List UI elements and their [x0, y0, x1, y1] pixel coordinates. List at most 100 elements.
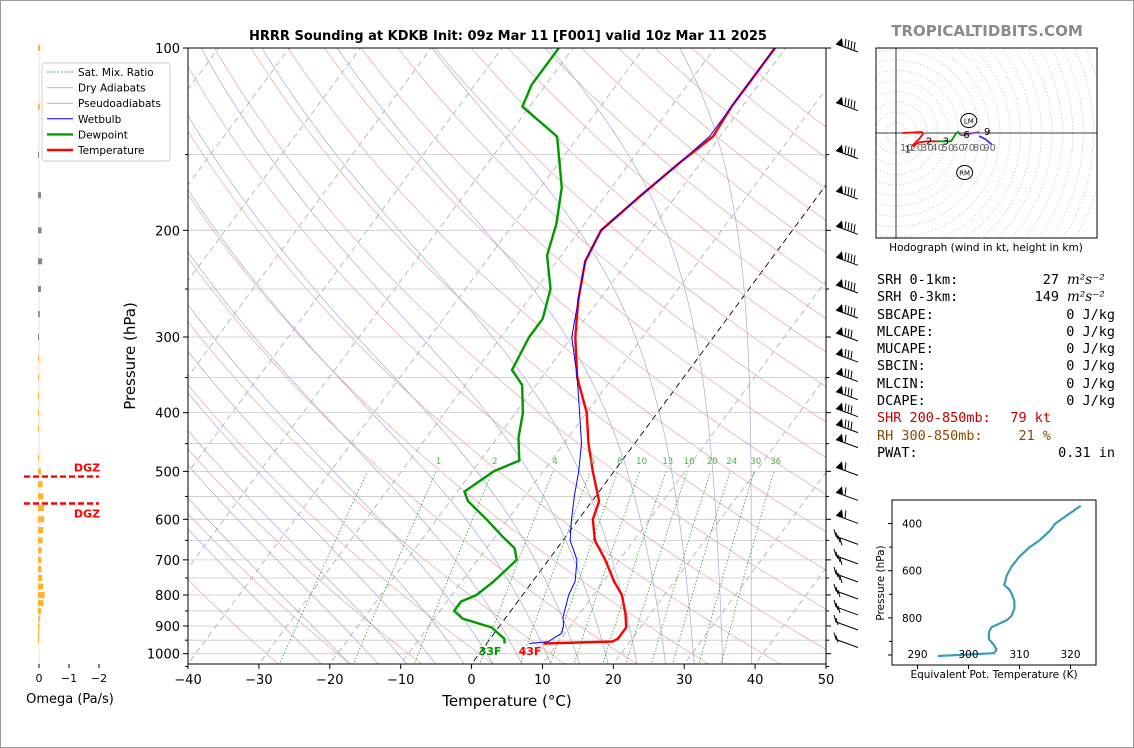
wind-barb-feather	[844, 487, 847, 496]
stat-row: MLCAPE: 0 J/kg	[877, 324, 1127, 341]
wind-barb-pennant	[836, 433, 843, 442]
wind-barb-feather	[844, 510, 847, 519]
wind-barb-feather	[850, 388, 853, 397]
wind-barb-feather	[850, 329, 853, 339]
pseudoadiabat-line	[431, 48, 695, 664]
wind-barb-feather	[847, 187, 850, 196]
wind-barb-staff	[835, 621, 859, 631]
mixing-ratio-line	[625, 471, 688, 664]
wind-barb-feather	[837, 572, 841, 581]
omega-bar	[38, 623, 40, 629]
dry-adiabat-line	[188, 513, 351, 664]
pseudoadiabat-line	[188, 497, 351, 664]
hodograph-trace	[960, 131, 980, 136]
omega-x-tick-label: −1	[61, 672, 77, 685]
wind-barb-feather	[839, 557, 843, 565]
x-tick-label: −40	[174, 673, 201, 688]
wind-barb-feather	[850, 405, 853, 414]
pseudoadiabat-line	[188, 114, 580, 664]
stat-label: SBCIN:	[877, 358, 926, 375]
wind-barb-feather	[844, 186, 847, 195]
wind-barb-staff	[835, 466, 859, 476]
wind-barb-staff	[835, 391, 859, 401]
wind-barb-staff	[835, 573, 859, 583]
wind-barb	[835, 509, 859, 524]
wind-barb-pennant	[836, 461, 843, 470]
wind-barb-feather	[833, 632, 837, 640]
stat-label: SRH 0-1km:	[877, 272, 959, 288]
isotherm-line	[258, 48, 716, 664]
wind-barb-feather	[850, 307, 853, 316]
legend-box	[41, 62, 171, 162]
wind-barb-feather	[833, 614, 837, 623]
stat-value: 79 kt	[1010, 410, 1051, 427]
wind-barb-feather	[844, 368, 847, 377]
mixing-ratio-label: 4	[552, 457, 557, 467]
dry-adiabat-line	[188, 65, 826, 650]
stat-label: SHR 200-850mb:	[877, 410, 991, 427]
wind-barb-feather	[844, 252, 847, 261]
storm-motion-label: RM	[959, 170, 970, 178]
wind-barb-feather	[853, 100, 856, 109]
dry-adiabat-line	[188, 194, 710, 664]
wind-barb-feather	[844, 279, 847, 289]
wind-barb-staff	[835, 491, 859, 501]
wind-barb	[835, 96, 859, 112]
wind-barb-feather	[850, 223, 853, 232]
wind-barb-feather	[847, 349, 850, 359]
isotherm-line	[683, 471, 826, 664]
legend-entry-label: Sat. Mix. Ratio	[78, 67, 154, 79]
wind-barb-feather	[850, 281, 853, 291]
sounding-stats: SRH 0-1km: 27 m²s⁻² SRH 0-3km: 149 m²s⁻² SBCAP…	[877, 272, 1127, 462]
omega-bar	[38, 493, 44, 500]
series-line-dewpoint	[452, 48, 563, 644]
x-tick-label: 30	[676, 673, 693, 688]
legend-entry-label: Pseudoadiabats	[78, 98, 161, 110]
hodograph-ring-label: 60	[952, 143, 965, 154]
wind-barb-feather	[847, 39, 850, 49]
isotherm-line	[188, 48, 432, 378]
stat-row: SBCAPE: 0 J/kg	[877, 307, 1127, 324]
hodograph-caption: Hodograph (wind in kt, height in km)	[889, 242, 1083, 254]
storm-motion-circle	[956, 165, 974, 181]
wind-barb-pennant	[836, 486, 843, 495]
pseudoadiabat-line	[188, 251, 523, 664]
wind-barb	[835, 367, 859, 383]
wind-barb-feather	[847, 420, 850, 429]
hodograph-trace	[912, 140, 938, 148]
wind-barb-staff	[835, 439, 859, 449]
stat-value: 0 J/kg	[1066, 323, 1115, 340]
stat-value: 21 %	[1018, 427, 1051, 444]
omega-panel: 0 −1 −2 DGZ DGZ	[24, 45, 107, 685]
wind-barb-feather	[837, 589, 841, 598]
hodograph-ring-label: 30	[921, 143, 934, 154]
wind-barb-feather	[835, 635, 839, 643]
hodograph-height-label: 6	[963, 130, 969, 141]
x-tick-label: 20	[605, 673, 622, 688]
wind-barb-feather	[847, 98, 850, 107]
wind-barb-feather	[835, 551, 839, 559]
pseudoadiabat-line	[188, 528, 322, 664]
y-tick-label: 300	[155, 331, 180, 346]
stat-row: MUCAPE: 0 J/kg	[877, 341, 1127, 358]
omega-bar	[38, 45, 41, 51]
wind-barb	[835, 220, 859, 235]
wind-barb	[835, 185, 859, 200]
wind-barb-feather	[847, 280, 850, 290]
wind-barb-staff	[835, 284, 859, 294]
hodograph-height-label: 3	[943, 136, 949, 147]
wind-barb-staff	[835, 424, 859, 434]
omega-bar	[38, 192, 41, 199]
wind-barb-feather	[847, 146, 850, 155]
stat-row: SRH 0-1km: 27 m²s⁻²	[877, 272, 1127, 289]
mixing-ratio-line	[278, 471, 368, 664]
wind-barb-feather	[844, 305, 847, 314]
legend: Sat. Mix. Ratio Dry Adiabats Pseudoadiabat…	[41, 62, 171, 162]
wind-barb-staff	[835, 225, 859, 235]
pseudoadiabat-line	[200, 48, 609, 664]
stat-label: SBCAPE:	[877, 306, 934, 323]
chart-title: HRRR Sounding at KDKB Init: 09z Mar 11 […	[249, 29, 767, 44]
mixing-ratio-label: 2	[492, 457, 497, 467]
wind-barb-feather	[837, 554, 841, 562]
surface-temperature-label: 43F	[519, 645, 542, 658]
